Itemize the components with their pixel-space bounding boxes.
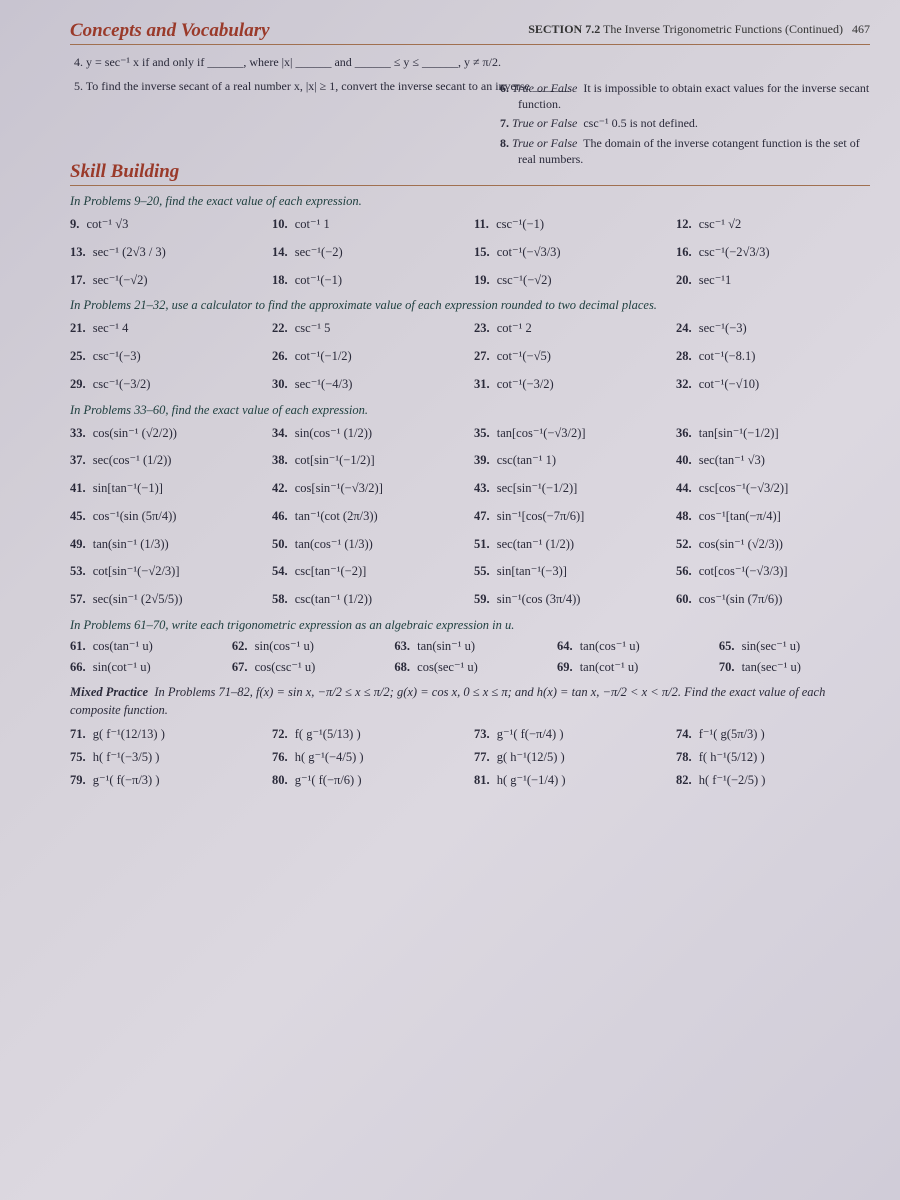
- problem: 75. h( f⁻¹(−3/5) ): [70, 748, 264, 767]
- instr-61: In Problems 61–70, write each trigonomet…: [70, 618, 870, 633]
- section-label: SECTION 7.2: [528, 22, 600, 36]
- page-body: Concepts and Vocabulary 4. y = sec⁻¹ x i…: [0, 0, 900, 806]
- problem: 64. tan(cos⁻¹ u): [557, 637, 709, 656]
- problem: 11. csc⁻¹(−1): [474, 213, 668, 237]
- problem: 57. sec(sin⁻¹ (2√5/5)): [70, 588, 264, 612]
- q7: 7. True or False csc⁻¹ 0.5 is not define…: [500, 115, 870, 131]
- problem: 59. sin⁻¹(cos (3π/4)): [474, 588, 668, 612]
- problem: 55. sin[tan⁻¹(−3)]: [474, 560, 668, 584]
- mixed-practice: Mixed Practice In Problems 71–82, f(x) =…: [70, 684, 870, 719]
- problem: 30. sec⁻¹(−4/3): [272, 373, 466, 397]
- problem: 27. cot⁻¹(−√5): [474, 345, 668, 369]
- problem: 28. cot⁻¹(−8.1): [676, 345, 870, 369]
- problem: 23. cot⁻¹ 2: [474, 317, 668, 341]
- problem: 32. cot⁻¹(−√10): [676, 373, 870, 397]
- problem: 53. cot[sin⁻¹(−√2/3)]: [70, 560, 264, 584]
- problem: 42. cos[sin⁻¹(−√3/2)]: [272, 477, 466, 501]
- grid-9-20: 9. cot⁻¹ √3 10. cot⁻¹ 1 11. csc⁻¹(−1) 12. c…: [70, 213, 870, 292]
- problem: 68. cos(sec⁻¹ u): [394, 658, 547, 677]
- problem: 48. cos⁻¹[tan(−π/4)]: [676, 505, 870, 529]
- problem: 21. sec⁻¹ 4: [70, 317, 264, 341]
- problem: 18. cot⁻¹(−1): [272, 269, 466, 293]
- instr-9: In Problems 9–20, find the exact value o…: [70, 194, 870, 209]
- problem: 72. f( g⁻¹(5/13) ): [272, 725, 466, 744]
- problem: 45. cos⁻¹(sin (5π/4)): [70, 505, 264, 529]
- problem: 40. sec(tan⁻¹ √3): [676, 449, 870, 473]
- problem: 51. sec(tan⁻¹ (1/2)): [474, 533, 668, 557]
- problem: 10. cot⁻¹ 1: [272, 213, 466, 237]
- problem: 79. g⁻¹( f(−π/3) ): [70, 771, 264, 790]
- instr-21: In Problems 21–32, use a calculator to f…: [70, 298, 870, 313]
- problem: 13. sec⁻¹ (2√3 / 3): [70, 241, 264, 265]
- problem: 20. sec⁻¹1: [676, 269, 870, 293]
- problem: 80. g⁻¹( f(−π/6) ): [272, 771, 466, 790]
- page-number: 467: [852, 22, 870, 36]
- instr-33: In Problems 33–60, find the exact value …: [70, 403, 870, 418]
- problem: 56. cot[cos⁻¹(−√3/3)]: [676, 560, 870, 584]
- problem: 17. sec⁻¹(−√2): [70, 269, 264, 293]
- problem: 24. sec⁻¹(−3): [676, 317, 870, 341]
- problem: 61. cos(tan⁻¹ u): [70, 637, 222, 656]
- problem: 12. csc⁻¹ √2: [676, 213, 870, 237]
- problem: 49. tan(sin⁻¹ (1/3)): [70, 533, 264, 557]
- problem: 74. f⁻¹( g(5π/3) ): [676, 725, 870, 744]
- problem: 73. g⁻¹( f(−π/4) ): [474, 725, 668, 744]
- grid-33-60: 33. cos(sin⁻¹ (√2/2)) 34. sin(cos⁻¹ (1/2)…: [70, 422, 870, 612]
- problem: 47. sin⁻¹[cos(−7π/6)]: [474, 505, 668, 529]
- q6: 6. True or False It is impossible to obt…: [500, 80, 870, 112]
- problem: 46. tan⁻¹(cot (2π/3)): [272, 505, 466, 529]
- problem: 39. csc(tan⁻¹ 1): [474, 449, 668, 473]
- problem: 37. sec(cos⁻¹ (1/2)): [70, 449, 264, 473]
- q4: 4. y = sec⁻¹ x if and only if ______, wh…: [70, 53, 870, 71]
- grid-61-70: 61. cos(tan⁻¹ u) 62. sin(cos⁻¹ u) 63. tan(…: [70, 637, 870, 677]
- problem: 15. cot⁻¹(−√3/3): [474, 241, 668, 265]
- problem: 69. tan(cot⁻¹ u): [557, 658, 709, 677]
- problem: 41. sin[tan⁻¹(−1)]: [70, 477, 264, 501]
- problem: 33. cos(sin⁻¹ (√2/2)): [70, 422, 264, 446]
- problem: 22. csc⁻¹ 5: [272, 317, 466, 341]
- problem: 71. g( f⁻¹(12/13) ): [70, 725, 264, 744]
- problem: 77. g( h⁻¹(12/5) ): [474, 748, 668, 767]
- problem: 52. cos(sin⁻¹ (√2/3)): [676, 533, 870, 557]
- problem: 26. cot⁻¹(−1/2): [272, 345, 466, 369]
- problem: 70. tan(sec⁻¹ u): [719, 658, 870, 677]
- problem: 36. tan[sin⁻¹(−1/2)]: [676, 422, 870, 446]
- problem: 81. h( g⁻¹(−1/4) ): [474, 771, 668, 790]
- problem: 9. cot⁻¹ √3: [70, 213, 264, 237]
- problem: 66. sin(cot⁻¹ u): [70, 658, 222, 677]
- problem: 60. cos⁻¹(sin (7π/6)): [676, 588, 870, 612]
- mixed-text: In Problems 71–82, f(x) = sin x, −π/2 ≤ …: [70, 685, 825, 717]
- problem: 78. f( h⁻¹(5/12) ): [676, 748, 870, 767]
- grid-21-32: 21. sec⁻¹ 4 22. csc⁻¹ 5 23. cot⁻¹ 2 24. sec…: [70, 317, 870, 396]
- problem: 63. tan(sin⁻¹ u): [394, 637, 547, 656]
- problem: 65. sin(sec⁻¹ u): [719, 637, 870, 656]
- page-header: SECTION 7.2 The Inverse Trigonometric Fu…: [528, 22, 870, 37]
- q8: 8. True or False The domain of the inver…: [500, 135, 870, 167]
- problem: 44. csc[cos⁻¹(−√3/2)]: [676, 477, 870, 501]
- problem: 76. h( g⁻¹(−4/5) ): [272, 748, 466, 767]
- problem: 31. cot⁻¹(−3/2): [474, 373, 668, 397]
- problem: 50. tan(cos⁻¹ (1/3)): [272, 533, 466, 557]
- problem: 25. csc⁻¹(−3): [70, 345, 264, 369]
- problem: 14. sec⁻¹(−2): [272, 241, 466, 265]
- mixed-label: Mixed Practice: [70, 685, 148, 699]
- problem: 34. sin(cos⁻¹ (1/2)): [272, 422, 466, 446]
- problem: 82. h( f⁻¹(−2/5) ): [676, 771, 870, 790]
- problem: 16. csc⁻¹(−2√3/3): [676, 241, 870, 265]
- problem: 29. csc⁻¹(−3/2): [70, 373, 264, 397]
- problem: 35. tan[cos⁻¹(−√3/2)]: [474, 422, 668, 446]
- problem: 62. sin(cos⁻¹ u): [232, 637, 385, 656]
- true-false-block: 6. True or False It is impossible to obt…: [500, 80, 870, 170]
- section-title: The Inverse Trigonometric Functions (Con…: [603, 22, 843, 36]
- problem: 38. cot[sin⁻¹(−1/2)]: [272, 449, 466, 473]
- problem: 58. csc(tan⁻¹ (1/2)): [272, 588, 466, 612]
- problem: 54. csc[tan⁻¹(−2)]: [272, 560, 466, 584]
- grid-71-82: 71. g( f⁻¹(12/13) ) 72. f( g⁻¹(5/13) ) 73.…: [70, 725, 870, 789]
- problem: 67. cos(csc⁻¹ u): [232, 658, 385, 677]
- problem: 19. csc⁻¹(−√2): [474, 269, 668, 293]
- problem: 43. sec[sin⁻¹(−1/2)]: [474, 477, 668, 501]
